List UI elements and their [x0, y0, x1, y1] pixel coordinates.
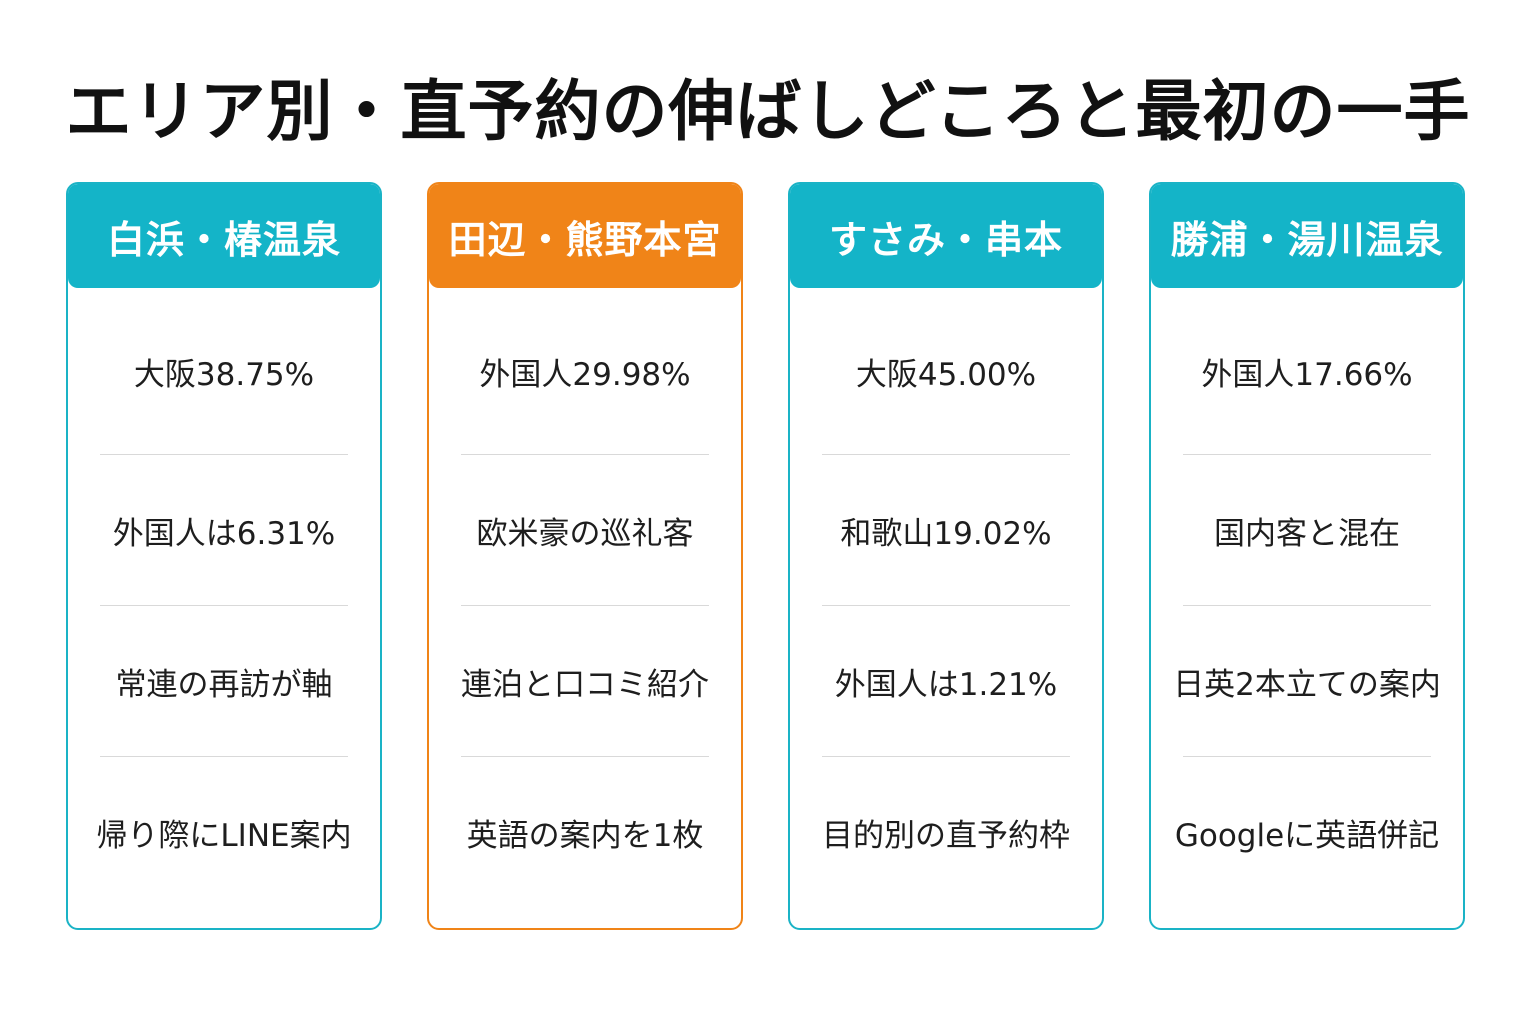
card-header: 勝浦・湯川温泉 [1151, 184, 1463, 288]
card-row: 外国人29.98% [461, 288, 709, 455]
card-row: 英語の案内を1枚 [466, 817, 704, 854]
card-row: 外国人17.66% [1183, 288, 1431, 455]
card-header: 田辺・熊野本宮 [429, 184, 741, 288]
page-title: エリア別・直予約の伸ばしどころと最初の一手 [65, 73, 1471, 150]
card-row: 外国人は1.21% [822, 606, 1070, 757]
card-body: 外国人17.66% 国内客と混在 日英2本立ての案内 Googleに英語併記 [1151, 288, 1463, 907]
card-body: 大阪38.75% 外国人は6.31% 常連の再訪が軸 帰り際にLINE案内 [68, 288, 380, 907]
card-katsuura: 勝浦・湯川温泉 外国人17.66% 国内客と混在 日英2本立ての案内 Googl… [1149, 182, 1465, 930]
card-body: 外国人29.98% 欧米豪の巡礼客 連泊と口コミ紹介 英語の案内を1枚 [429, 288, 741, 907]
card-header: すさみ・串本 [790, 184, 1102, 288]
card-row: 日英2本立ての案内 [1173, 606, 1441, 757]
card-row: 欧米豪の巡礼客 [461, 455, 709, 606]
card-body: 大阪45.00% 和歌山19.02% 外国人は1.21% 目的別の直予約枠 [790, 288, 1102, 907]
card-tanabe: 田辺・熊野本宮 外国人29.98% 欧米豪の巡礼客 連泊と口コミ紹介 英語の案内… [427, 182, 743, 930]
card-row: 大阪38.75% [100, 288, 348, 455]
card-header: 白浜・椿温泉 [68, 184, 380, 288]
card-row: 常連の再訪が軸 [100, 606, 348, 757]
card-shirahama: 白浜・椿温泉 大阪38.75% 外国人は6.31% 常連の再訪が軸 帰り際にLI… [66, 182, 382, 930]
card-susami: すさみ・串本 大阪45.00% 和歌山19.02% 外国人は1.21% 目的別の… [788, 182, 1104, 930]
card-row: 帰り際にLINE案内 [96, 817, 352, 854]
card-row: 大阪45.00% [822, 288, 1070, 455]
card-row: 目的別の直予約枠 [822, 817, 1070, 854]
card-row: Googleに英語併記 [1174, 817, 1440, 854]
card-row: 国内客と混在 [1183, 455, 1431, 606]
card-row: 連泊と口コミ紹介 [461, 606, 709, 757]
card-row: 和歌山19.02% [822, 455, 1070, 606]
card-row: 外国人は6.31% [100, 455, 348, 606]
